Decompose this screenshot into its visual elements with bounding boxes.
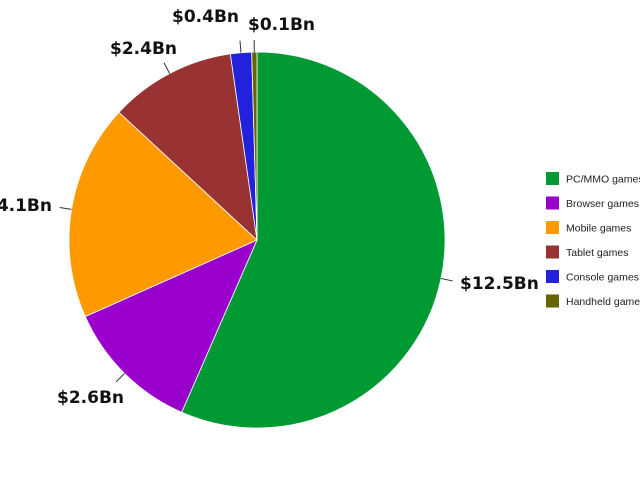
legend-label: Browser games (566, 198, 639, 210)
legend-swatch (546, 294, 559, 308)
label-leader-line (115, 373, 125, 383)
label-leader-line (59, 206, 72, 210)
legend-swatch (546, 270, 559, 283)
pie-slice-0 (181, 51, 446, 429)
legend-label: Handheld games (566, 296, 640, 308)
pie-slice-5 (251, 51, 258, 241)
legend-swatch (546, 196, 559, 210)
legend-label: Console games (566, 272, 639, 284)
legend-swatch (546, 245, 559, 259)
data-label: $12.5Bn (460, 274, 539, 294)
data-label: $4.1Bn (0, 196, 52, 216)
label-leader-line (239, 40, 242, 53)
data-label: $2.4Bn (110, 39, 177, 59)
legend-label: Tablet games (566, 247, 628, 259)
legend-label: Mobile games (566, 223, 631, 235)
data-label: $2.6Bn (57, 388, 124, 408)
label-leader-line (440, 277, 453, 282)
legend-label: PC/MMO games (566, 174, 640, 186)
legend-swatch (546, 221, 559, 234)
legend-swatch (546, 172, 559, 185)
label-leader-line (163, 62, 171, 74)
pie-slice-1 (84, 239, 258, 413)
data-label: $0.4Bn (172, 7, 239, 27)
data-label: $0.1Bn (248, 15, 315, 35)
